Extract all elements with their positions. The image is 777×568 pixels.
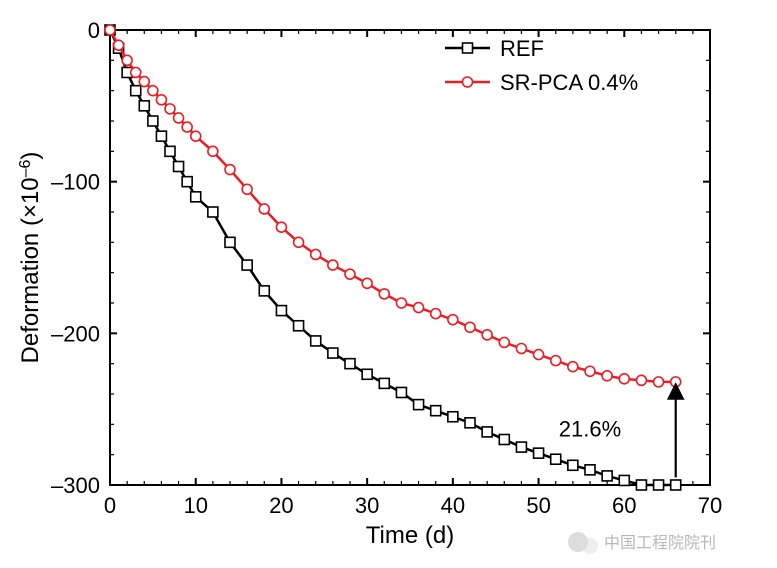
series-marker-0 [259,286,269,296]
series-marker-0 [362,369,372,379]
series-marker-1 [499,337,509,347]
series-marker-0 [671,480,681,490]
series-marker-1 [156,95,166,105]
series-marker-1 [345,269,355,279]
series-marker-0 [131,86,141,96]
series-marker-1 [139,77,149,87]
series-marker-1 [482,330,492,340]
series-marker-0 [139,101,149,111]
legend-label: REF [500,36,544,61]
series-marker-1 [208,146,218,156]
y-tick-label: –300 [51,473,100,498]
series-marker-1 [225,165,235,175]
x-tick-label: 70 [698,493,722,518]
y-tick-label: –100 [51,170,100,195]
series-marker-1 [619,374,629,384]
series-marker-1 [122,55,132,65]
series-marker-1 [534,350,544,360]
x-tick-label: 60 [612,493,636,518]
series-marker-0 [619,475,629,485]
series-marker-0 [328,348,338,358]
series-marker-1 [551,356,561,366]
series-marker-0 [379,378,389,388]
series-marker-1 [174,113,184,123]
annotation-text: 21.6% [559,416,621,441]
series-marker-0 [431,406,441,416]
x-tick-label: 20 [269,493,293,518]
deformation-chart: 0 10 20 30 40 50 60 70 0 –100 –200 –300 Time (d) Defo… [0,0,777,568]
series-marker-0 [414,400,424,410]
series-marker-0 [534,448,544,458]
series-marker-1 [259,204,269,214]
series-marker-0 [654,480,664,490]
series-marker-0 [516,442,526,452]
series-marker-1 [328,260,338,270]
legend-marker [463,77,473,87]
series-marker-1 [242,184,252,194]
x-axis-label: Time (d) [366,522,454,549]
y-tick-label: 0 [88,18,100,43]
series-marker-0 [174,162,184,172]
x-tick-label: 0 [104,493,116,518]
series-marker-1 [182,122,192,132]
series-marker-1 [379,289,389,299]
series-marker-1 [636,375,646,385]
series-marker-1 [431,309,441,319]
legend-label: SR-PCA 0.4% [500,70,638,95]
series-marker-0 [208,207,218,217]
series-marker-1 [654,377,664,387]
series-marker-0 [311,336,321,346]
series-marker-1 [602,371,612,381]
legend-marker [463,43,473,53]
series-marker-0 [465,418,475,428]
series-marker-0 [448,412,458,422]
series-marker-1 [311,249,321,259]
series-marker-0 [191,192,201,202]
series-marker-1 [114,40,124,50]
series-marker-1 [148,86,158,96]
series-marker-1 [165,104,175,114]
series-marker-1 [585,366,595,376]
series-marker-1 [516,344,526,354]
x-tick-label: 10 [183,493,207,518]
series-marker-0 [165,146,175,156]
x-tick-label: 50 [526,493,550,518]
x-tick-label: 40 [441,493,465,518]
y-tick-label: –200 [51,321,100,346]
watermark-text: 中国工程院院刊 [604,534,716,552]
series-marker-1 [448,315,458,325]
series-marker-0 [225,237,235,247]
series-marker-1 [671,377,681,387]
series-marker-1 [414,303,424,313]
series-marker-0 [551,454,561,464]
series-marker-0 [568,460,578,470]
series-marker-0 [156,131,166,141]
y-axis-label: Deformation (×10–6) [17,152,45,364]
x-tick-label: 30 [355,493,379,518]
series-marker-0 [636,480,646,490]
series-marker-1 [191,131,201,141]
series-marker-0 [148,116,158,126]
watermark-icon [582,538,598,554]
series-marker-0 [242,260,252,270]
series-marker-1 [276,222,286,232]
chart-container: 0 10 20 30 40 50 60 70 0 –100 –200 –300 Time (d) Defo… [0,0,777,568]
series-marker-1 [294,237,304,247]
series-marker-1 [362,278,372,288]
series-marker-0 [294,321,304,331]
series-marker-1 [568,362,578,372]
series-marker-0 [499,435,509,445]
series-marker-1 [396,298,406,308]
series-marker-1 [131,67,141,77]
series-marker-0 [585,465,595,475]
series-marker-0 [182,177,192,187]
series-marker-0 [482,427,492,437]
series-marker-0 [345,359,355,369]
series-marker-1 [105,25,115,35]
series-marker-0 [276,306,286,316]
series-marker-1 [465,322,475,332]
series-marker-0 [396,387,406,397]
series-marker-0 [602,471,612,481]
